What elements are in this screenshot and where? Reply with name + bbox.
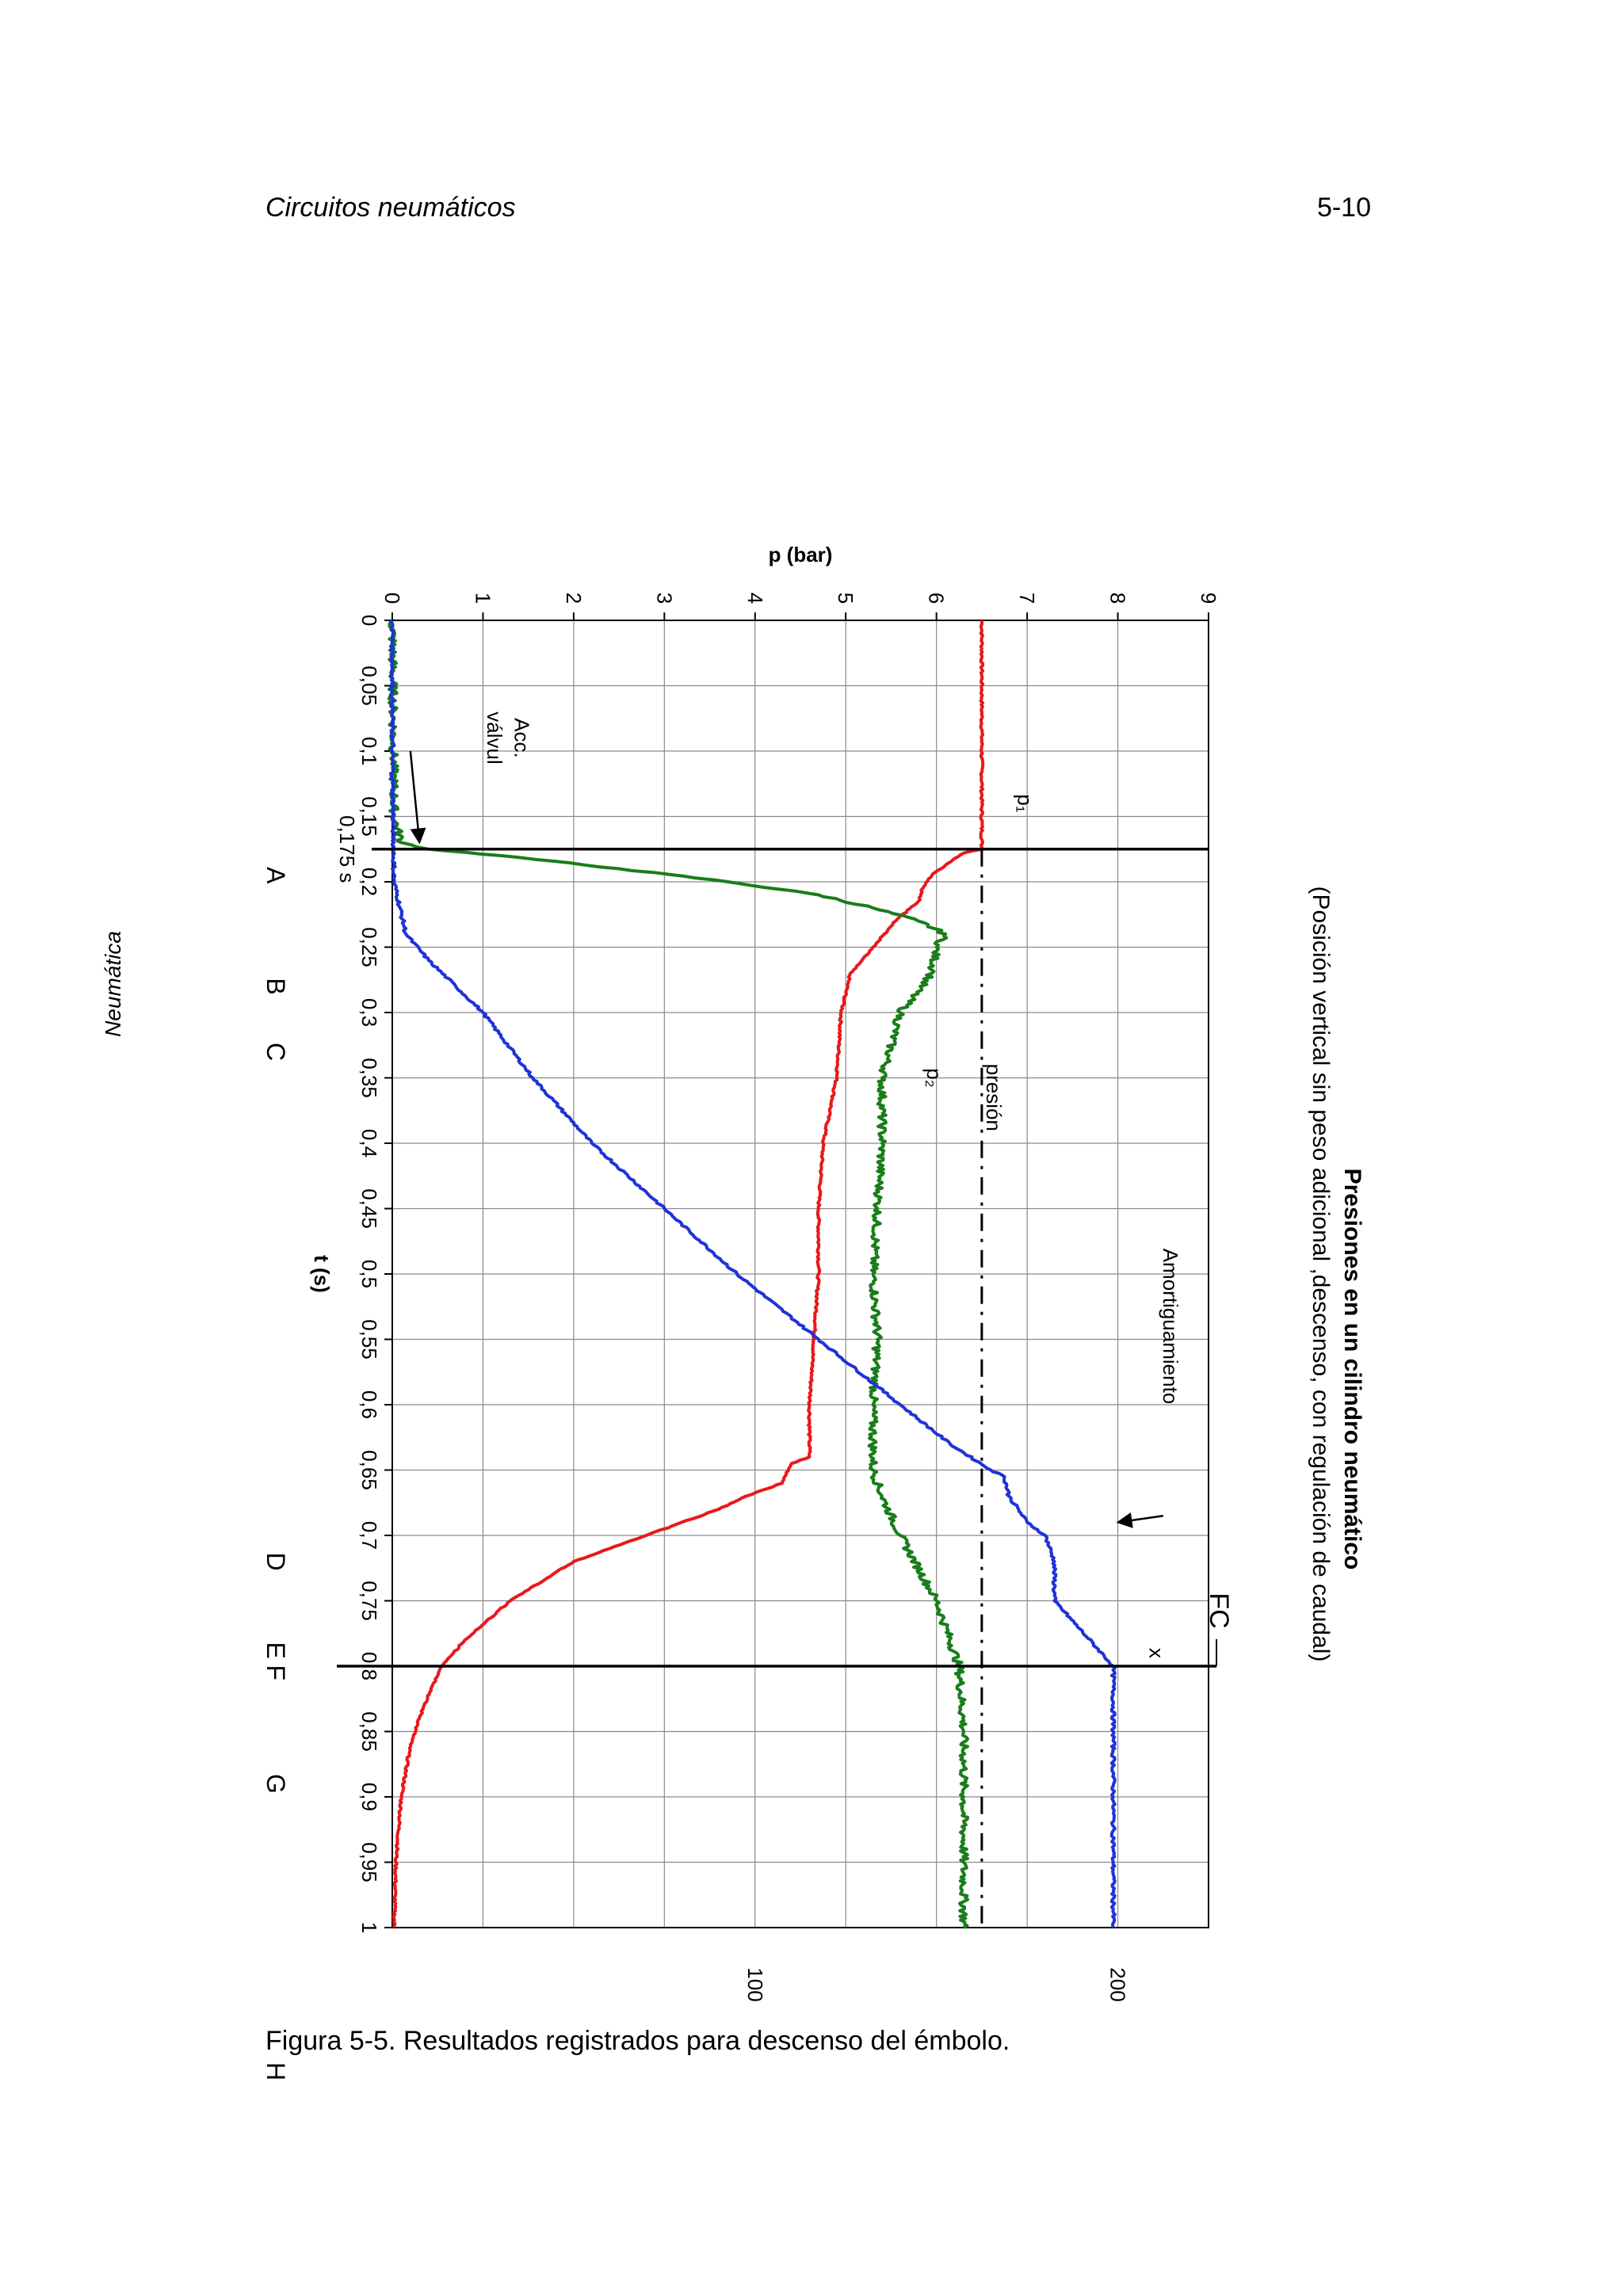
chart-annotation: válvul	[483, 711, 506, 764]
series-line	[391, 620, 985, 1928]
page-number: 5-10	[1316, 193, 1371, 223]
y-tick-label: 2	[562, 593, 586, 604]
supply-pressure-label: presión	[982, 1064, 1006, 1131]
x-tick-label: 0	[357, 615, 381, 626]
phase-label: G	[262, 1774, 290, 1794]
running-header-title: Circuitos neumáticos	[265, 193, 516, 223]
y-axis-ticks: 0 1 2 3 4 5 6 7 8 9 200 100	[380, 593, 1220, 2002]
x-tick-label: 0,85	[357, 1711, 381, 1752]
x-tick-label: 1	[357, 1922, 381, 1933]
x-tick-label: 0,75	[357, 1581, 381, 1621]
secondary-axis-label: 100	[743, 1967, 767, 2001]
chart-annotation: Amortiguamiento	[1159, 1249, 1182, 1405]
phase-label: D	[262, 1552, 290, 1570]
x-axis-label: t (s)	[310, 1255, 334, 1293]
y-tick-label: 3	[652, 593, 676, 604]
x-tick-label: 0,15	[357, 796, 381, 837]
phase-label: H	[262, 2062, 290, 2081]
chart-subtitle: (Posición vertical sin peso adicional ,d…	[1308, 887, 1334, 1662]
x-tick-label: 0,05	[357, 666, 381, 706]
chart-grid	[391, 620, 1209, 1928]
figure-caption: Figura 5-5. Resultados registrados para …	[265, 2026, 1010, 2056]
x-tick-label: 0,55	[357, 1319, 381, 1360]
x-tick-label: 0,9	[357, 1783, 381, 1811]
series-layer	[387, 619, 1117, 1929]
annotation-arrow	[1116, 1512, 1163, 1528]
chart-rotated-frame: 0 0,05 0,1 0,15 0,2 0,25 0,3 0,35 0,4 0,45 0,5 0,55…	[262, 543, 1365, 2081]
x-tick-label: 0,1	[357, 737, 381, 765]
x-tick-label: 0,3	[357, 998, 381, 1027]
y-tick-label: 9	[1197, 593, 1220, 604]
annotation-arrow	[409, 750, 426, 845]
x-tick-label: 0,35	[357, 1058, 381, 1098]
phase-label: F	[262, 1665, 290, 1680]
y-tick-label: 5	[834, 593, 857, 604]
x-tick-label: 0,5	[357, 1260, 381, 1288]
phase-label: E	[262, 1642, 290, 1659]
series-line	[389, 620, 1117, 1928]
y-tick-label: 8	[1106, 593, 1130, 604]
x-tick-label: 0,95	[357, 1842, 381, 1882]
y-tick-label: 0	[380, 593, 404, 604]
y-tick-label: 4	[743, 593, 767, 604]
chart-annotation: p₂	[922, 1068, 946, 1088]
phase-label: A	[262, 867, 290, 884]
valve-actuation-label: 0,175 s	[335, 815, 359, 883]
series-line	[387, 619, 970, 1929]
x-tick-label: 0,4	[357, 1129, 381, 1158]
x-tick-label: 0,2	[357, 868, 381, 896]
x-tick-label: 0,25	[357, 927, 381, 967]
chart-annotation: p₁	[1014, 794, 1037, 812]
y-tick-label: 1	[471, 593, 495, 604]
chart-annotation: x	[1145, 1648, 1169, 1658]
x-tick-label: 0,45	[357, 1188, 381, 1229]
phase-label: B	[262, 978, 290, 994]
y-tick-label: 6	[925, 593, 949, 604]
x-tick-label: 0,6	[357, 1390, 381, 1419]
chart-annotation: Acc.	[510, 718, 534, 758]
y-tick-label: 7	[1015, 593, 1039, 604]
chart-title: Presiones en un cilindro neumático	[1339, 1169, 1365, 1570]
y-axis-label: p (bar)	[769, 543, 833, 566]
phase-label: C	[262, 1043, 290, 1061]
end-stroke-label: FC	[1204, 1592, 1234, 1628]
x-tick-label: 0,65	[357, 1450, 381, 1490]
secondary-axis-label: 200	[1106, 1967, 1130, 2001]
x-axis-ticks: 0 0,05 0,1 0,15 0,2 0,25 0,3 0,35 0,4 0,45 0,5 0,55…	[357, 615, 392, 1933]
chart-overlays: presión 0,175 s FC A B C D EF G H Amortiguamiento p…	[262, 711, 1234, 2081]
x-tick-label: 0,7	[357, 1521, 381, 1550]
